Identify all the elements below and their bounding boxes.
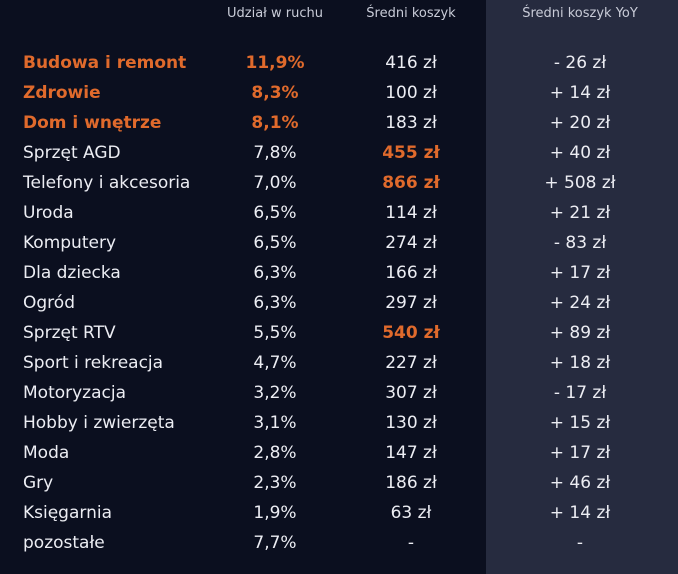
table-row: Dla dziecka 6,3% 166 zł + 17 zł [0,259,678,289]
average-basket: 297 zł [385,293,437,313]
average-basket-yoy: + 21 zł [549,203,611,223]
table-body: Budowa i remont 11,9% 416 zł - 26 zł Zdrowie… [0,49,678,559]
average-basket: 540 zł [382,323,440,343]
category-name: Motoryzacja [23,383,127,403]
traffic-share: 2,3% [253,473,297,493]
average-basket: 227 zł [385,353,437,373]
average-basket: 186 zł [385,473,437,493]
table-row: Gry 2,3% 186 zł + 46 zł [0,469,678,499]
average-basket-yoy: + 24 zł [549,293,611,313]
table-row: Komputery 6,5% 274 zł - 83 zł [0,229,678,259]
average-basket: 63 zł [390,503,432,523]
header-yoy: Średni koszyk YoY [522,6,638,21]
header-share: Udział w ruchu [227,6,323,21]
average-basket-yoy: + 18 zł [549,353,611,373]
average-basket-yoy: + 14 zł [549,503,611,523]
average-basket-yoy: + 14 zł [549,83,611,103]
average-basket-yoy: - 17 zł [553,383,607,403]
category-name: Księgarnia [23,503,113,523]
average-basket-yoy: + 508 zł [544,173,616,193]
category-name: Komputery [23,233,117,253]
average-basket: 147 zł [385,443,437,463]
category-name: Budowa i remont [23,53,187,73]
average-basket-yoy: + 17 zł [549,443,611,463]
category-name: Dla dziecka [23,263,121,283]
category-name: Ogród [23,293,75,313]
average-basket-yoy: - 26 zł [553,53,607,73]
yoy-column-background [486,0,678,574]
table-row: Uroda 6,5% 114 zł + 21 zł [0,199,678,229]
table-row: Księgarnia 1,9% 63 zł + 14 zł [0,499,678,529]
traffic-share: 3,2% [253,383,297,403]
average-basket-yoy: + 89 zł [549,323,611,343]
category-name: Dom i wnętrze [23,113,162,133]
table-row: Sport i rekreacja 4,7% 227 zł + 18 zł [0,349,678,379]
average-basket: 114 zł [385,203,437,223]
average-basket-yoy: - [576,533,584,553]
average-basket-yoy: - 83 zł [553,233,607,253]
header-basket: Średni koszyk [366,6,456,21]
average-basket: 866 zł [382,173,440,193]
average-basket: 166 zł [385,263,437,283]
table-row: Ogród 6,3% 297 zł + 24 zł [0,289,678,319]
table-row: Dom i wnętrze 8,1% 183 zł + 20 zł [0,109,678,139]
average-basket: 130 zł [385,413,437,433]
average-basket-yoy: + 20 zł [549,113,611,133]
traffic-share: 4,7% [253,353,297,373]
average-basket-yoy: + 17 zł [549,263,611,283]
average-basket-yoy: + 40 zł [549,143,611,163]
traffic-share: 8,1% [251,113,299,133]
category-name: Sport i rekreacja [23,353,164,373]
average-basket: 455 zł [382,143,440,163]
traffic-share: 7,0% [253,173,297,193]
table-row: Zdrowie 8,3% 100 zł + 14 zł [0,79,678,109]
traffic-share: 3,1% [253,413,297,433]
category-name: Gry [23,473,54,493]
traffic-share: 8,3% [251,83,299,103]
table-row: Sprzęt AGD 7,8% 455 zł + 40 zł [0,139,678,169]
traffic-share: 11,9% [245,53,305,73]
table-header: Udział w ruchu Średni koszyk Średni kosz… [0,6,678,26]
table-row: Telefony i akcesoria 7,0% 866 zł + 508 zł [0,169,678,199]
table-row: Sprzęt RTV 5,5% 540 zł + 89 zł [0,319,678,349]
category-name: Telefony i akcesoria [23,173,191,193]
table-row: Budowa i remont 11,9% 416 zł - 26 zł [0,49,678,79]
category-name: Zdrowie [23,83,101,103]
table-row: pozostałe 7,7% - - [0,529,678,559]
table-row: Hobby i zwierzęta 3,1% 130 zł + 15 zł [0,409,678,439]
table-row: Moda 2,8% 147 zł + 17 zł [0,439,678,469]
average-basket: - [407,533,415,553]
traffic-share: 6,5% [253,203,297,223]
table-row: Motoryzacja 3,2% 307 zł - 17 zł [0,379,678,409]
traffic-share: 1,9% [253,503,297,523]
average-basket: 307 zł [385,383,437,403]
average-basket: 100 zł [385,83,437,103]
traffic-share: 7,7% [253,533,297,553]
average-basket-yoy: + 46 zł [549,473,611,493]
category-name: pozostałe [23,533,105,553]
traffic-share: 6,5% [253,233,297,253]
traffic-share: 5,5% [253,323,297,343]
average-basket-yoy: + 15 zł [549,413,611,433]
category-name: Uroda [23,203,74,223]
category-name: Sprzęt AGD [23,143,121,163]
category-name: Moda [23,443,70,463]
average-basket: 274 zł [385,233,437,253]
traffic-share: 6,3% [253,263,297,283]
average-basket: 416 zł [385,53,437,73]
traffic-share: 6,3% [253,293,297,313]
category-name: Hobby i zwierzęta [23,413,175,433]
category-name: Sprzęt RTV [23,323,116,343]
traffic-share: 2,8% [253,443,297,463]
average-basket: 183 zł [385,113,437,133]
traffic-share: 7,8% [253,143,297,163]
